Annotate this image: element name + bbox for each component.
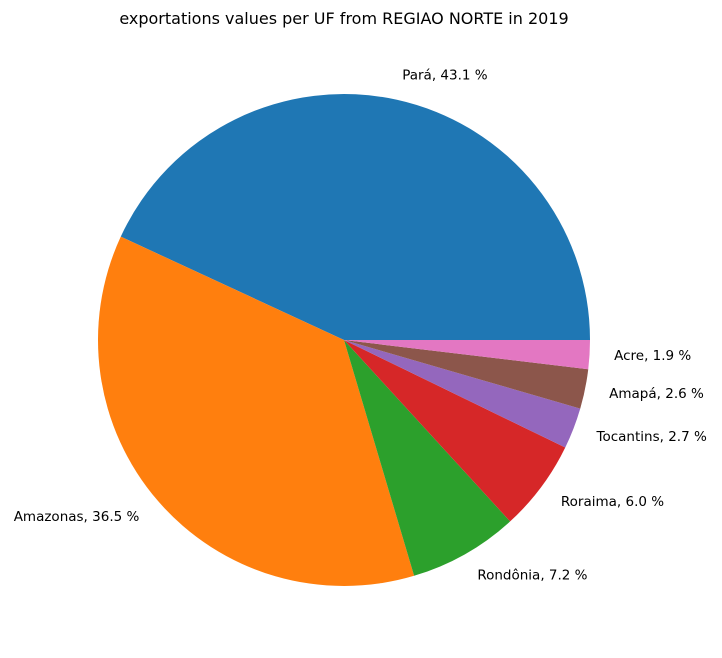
chart-title: exportations values per UF from REGIAO N… [119, 9, 568, 28]
pie-slice-amapa [344, 340, 589, 409]
pie-label-roraima: Roraima, 6.0 % [561, 494, 664, 510]
pie-label-amazonas: Amazonas, 36.5 % [14, 509, 140, 525]
pie-slice-para [120, 94, 590, 340]
pie-label-para: Pará, 43.1 % [402, 68, 488, 84]
pie-slice-tocantins [344, 340, 581, 448]
pie-slices [98, 94, 590, 586]
pie-slice-roraima [344, 340, 566, 522]
pie-label-rondonia: Rondônia, 7.2 % [477, 567, 587, 583]
pie-label-amapa: Amapá, 2.6 % [609, 386, 704, 402]
pie-slice-amazonas [98, 236, 415, 586]
pie-label-tocantins: Tocantins, 2.7 % [596, 429, 707, 445]
pie-label-acre: Acre, 1.9 % [614, 348, 691, 364]
pie-labels: Pará, 43.1 % Amazonas, 36.5 % Rondônia, 7.… [14, 68, 707, 584]
pie-slice-rondonia [344, 340, 511, 576]
pie-slice-acre [344, 340, 590, 370]
